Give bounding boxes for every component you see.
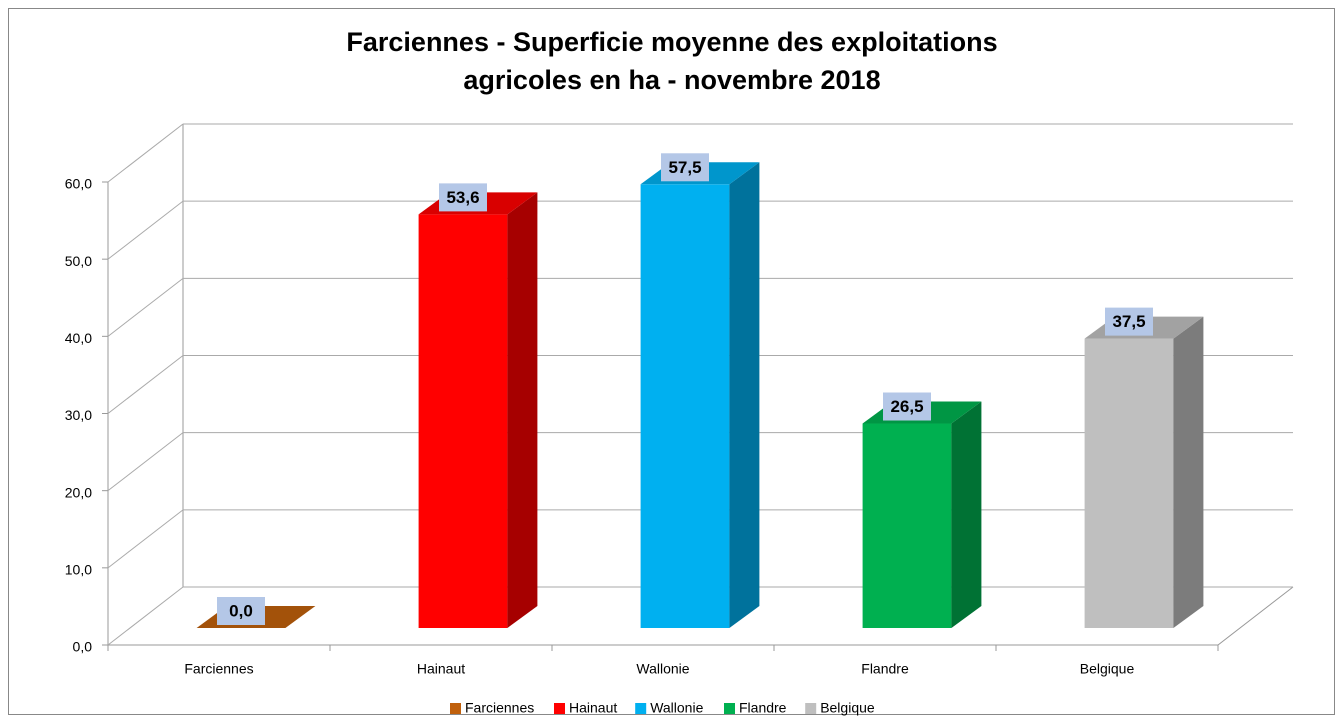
x-tick-label: Flandre [861, 661, 909, 677]
y-tick-label: 40,0 [65, 330, 92, 346]
value-label-box [439, 183, 487, 212]
legend-swatch [724, 703, 735, 714]
value-label: 53,6 [446, 188, 479, 207]
x-tick-label: Farciennes [184, 661, 253, 677]
value-label: 37,5 [1112, 312, 1145, 331]
bar-front [1084, 338, 1174, 628]
x-tick-label: Wallonie [636, 661, 689, 677]
grid-line-side [107, 277, 184, 337]
y-tick-label: 0,0 [73, 639, 93, 655]
chart-title: agricoles en ha - novembre 2018 [463, 65, 880, 95]
legend-swatch [450, 703, 461, 714]
legend-label: Wallonie [650, 700, 703, 716]
grid-line-side [107, 432, 184, 492]
y-tick-label: 20,0 [65, 484, 92, 500]
y-tick-label: 60,0 [65, 176, 92, 192]
value-label: 26,5 [890, 397, 923, 416]
grid-line-side [107, 123, 184, 183]
y-tick-label: 30,0 [65, 407, 92, 423]
grid-line-side [107, 355, 184, 414]
bar-side [507, 192, 538, 629]
x-tick-label: Hainaut [417, 661, 465, 677]
legend-swatch [805, 703, 817, 714]
legend-label: Farciennes [465, 700, 534, 716]
value-label-box [217, 597, 265, 625]
legend-label: Hainaut [569, 700, 617, 716]
legend-swatch [635, 703, 647, 714]
value-label: 0,0 [229, 601, 253, 620]
value-label-box [883, 392, 931, 421]
grid-line-side [107, 586, 184, 646]
legend-swatch [554, 703, 565, 714]
grid-line-side [107, 509, 184, 569]
bar-side [951, 401, 982, 628]
y-tick-label: 10,0 [65, 562, 92, 578]
legend-label: Belgique [820, 700, 875, 716]
grid-line-side [107, 200, 184, 260]
bar-side [729, 162, 760, 628]
legend-label: Flandre [739, 700, 787, 716]
bar-side [1173, 316, 1204, 628]
bar-front [418, 214, 508, 629]
bar-front [640, 184, 730, 628]
y-tick-label: 50,0 [65, 253, 92, 269]
bar-front [862, 423, 952, 628]
chart-title: Farciennes - Superficie moyenne des expl… [346, 27, 997, 57]
x-tick-label: Belgique [1080, 661, 1135, 677]
value-label-box [661, 153, 709, 182]
value-label: 57,5 [668, 158, 701, 177]
value-label-box [1105, 307, 1153, 336]
